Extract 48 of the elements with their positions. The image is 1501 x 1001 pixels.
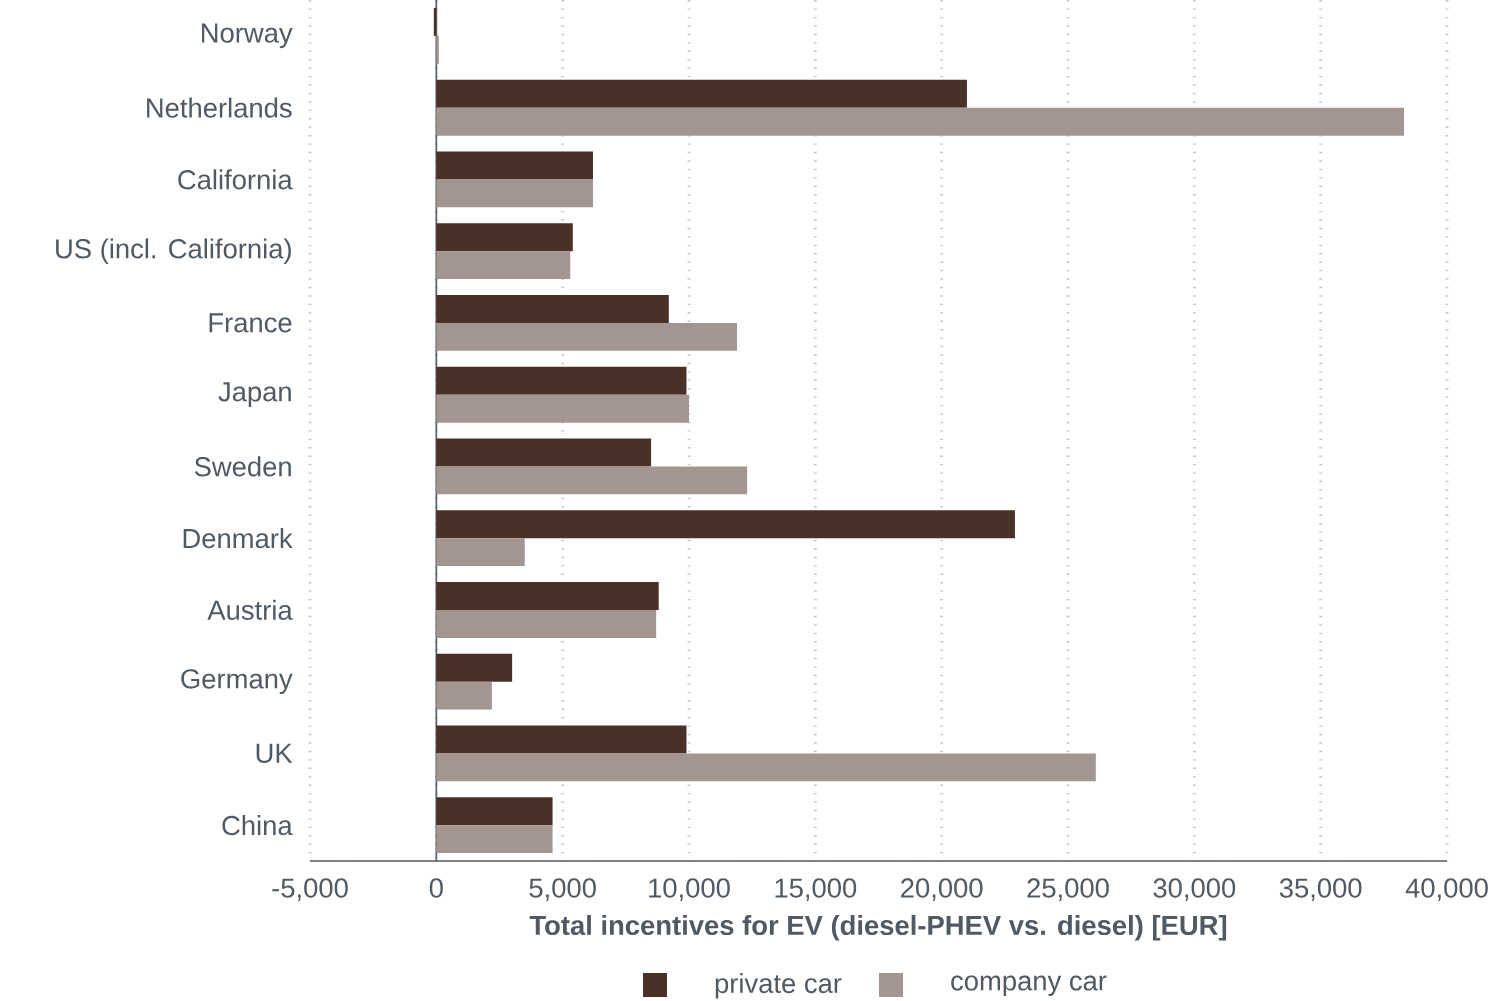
bar [436,466,748,495]
bar [436,681,492,710]
bar [436,825,553,854]
bar [436,653,513,682]
bar [436,107,1405,136]
y-tick-label: France [209,313,292,333]
y-tick-label: Austria [207,599,293,620]
bar [436,609,657,638]
y-tick-label: UK [256,743,293,763]
x-tick-label: 5,000 [529,878,596,902]
x-tick-label: 35,000 [1279,878,1362,902]
y-tick-label: Netherlands [147,97,292,118]
y-tick-label: Germany [181,669,293,695]
bar [436,322,738,351]
bar [436,797,553,826]
bar [436,581,659,610]
bar [436,79,967,108]
y-tick-label: Japan [218,382,291,407]
y-tick-label: US (incl. California) [56,238,291,264]
bar [436,538,525,567]
bar [436,294,669,323]
bar [436,151,593,180]
y-tick-label: China [222,815,293,836]
y-tick-label: Sweden [194,456,291,477]
bar [436,223,573,252]
x-tick-label: -5,000 [272,878,348,902]
x-tick-label: 20,000 [901,878,983,902]
x-tick-label: 25,000 [1027,878,1109,902]
bar [436,438,652,467]
x-tick-label: 40,000 [1405,878,1488,902]
bar [436,35,439,64]
x-tick-label: 15,000 [775,878,857,902]
bar [436,179,593,208]
bar [436,251,571,280]
bar [436,366,687,395]
bar [436,753,1096,782]
x-tick-label: 30,000 [1153,878,1236,902]
y-tick-label: California [178,169,293,190]
bar [436,510,1015,539]
legend-label: company car [951,975,1107,996]
y-tick-label: Denmark [183,528,293,549]
bar [436,394,690,423]
x-tick-label: 0 [429,878,443,898]
x-tick-label: 10,000 [649,878,730,902]
legend-label: private car [715,973,842,999]
y-tick-label: Norway [202,23,293,49]
x-axis-title: Total incentives for EV (diesel-PHEV vs. diesel) [EUR] [529,915,1227,941]
bar [436,725,687,754]
